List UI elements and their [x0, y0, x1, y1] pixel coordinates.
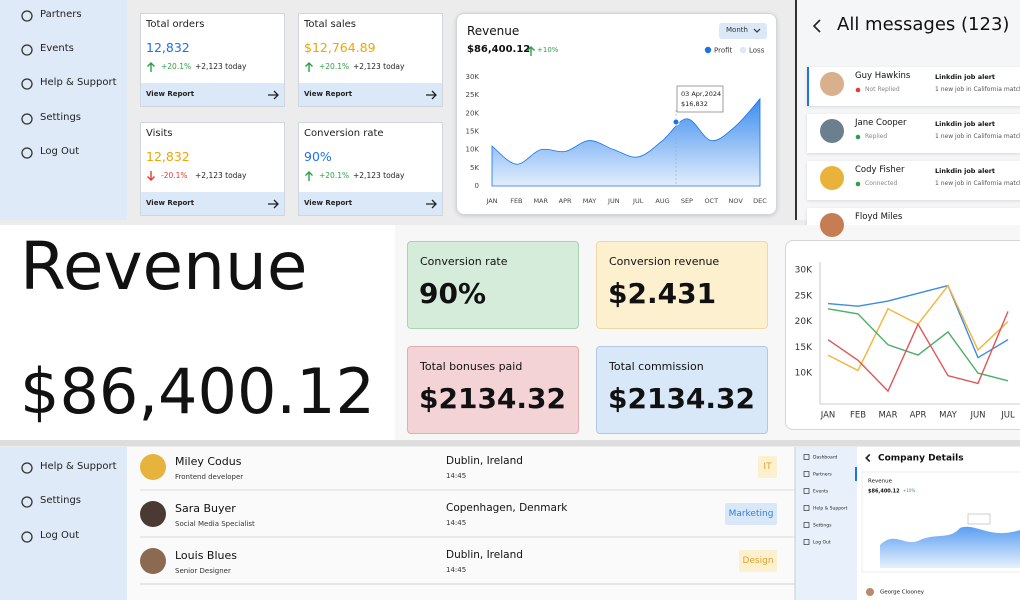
card-value: 12,832: [146, 149, 190, 164]
big-title: Revenue: [20, 228, 308, 305]
card-change: +20.1%: [319, 171, 350, 180]
kpi-title: Total bonuses paid: [420, 360, 523, 373]
sender-name: Floyd Miles: [855, 212, 903, 222]
sidebar-item: Settings: [40, 112, 82, 123]
card-change: +20.1%: [161, 62, 192, 71]
card-footer: [299, 192, 442, 215]
card-title: Visits: [146, 128, 173, 139]
sidebar: [0, 447, 127, 600]
card-today: +2,123 today: [195, 62, 247, 71]
card-change: +20.1%: [319, 62, 350, 71]
kpi-title: Total commission: [609, 360, 704, 373]
sidebar-item: Log Out: [40, 530, 80, 541]
team-table: [127, 447, 795, 600]
card-title: Conversion rate: [304, 128, 384, 139]
card-link[interactable]: View Report: [304, 90, 353, 98]
sender-name: Cody Fisher: [855, 165, 905, 175]
person-name: Miley Codus: [175, 455, 242, 468]
sender-name: Guy Hawkins: [855, 71, 911, 81]
card-footer: [141, 83, 284, 106]
subject: Linkdin job alert: [935, 120, 996, 128]
card-value: 90%: [304, 149, 332, 164]
person-name: Sara Buyer: [175, 502, 236, 515]
department-tag: Design: [739, 550, 777, 572]
department-tag: IT: [758, 456, 777, 478]
time: 14:45: [446, 566, 467, 574]
location: Dublin, Ireland: [446, 549, 523, 561]
person-role: Social Media Specialist: [175, 520, 255, 528]
sidebar-item: Settings: [40, 495, 82, 506]
status: Connected: [865, 180, 898, 187]
sidebar-item: Help & Support: [40, 461, 117, 472]
location: Dublin, Ireland: [446, 455, 523, 467]
status: Not Replied: [865, 86, 900, 93]
card-link[interactable]: View Report: [146, 199, 195, 207]
card-today: +2,123 today: [353, 171, 405, 180]
sidebar-item: Partners: [40, 9, 82, 20]
sidebar-item: Help & Support: [40, 77, 117, 88]
time: 14:45: [446, 472, 467, 480]
person-role: Frontend developer: [175, 473, 244, 481]
revenue-change: +10%: [537, 46, 559, 54]
card-footer: [141, 192, 284, 215]
line-chart-card: [785, 240, 1020, 430]
kpi-title: Conversion revenue: [609, 255, 720, 268]
big-revenue-panel: [0, 225, 395, 440]
kpi-value: $2134.32: [608, 382, 756, 415]
location: Copenhagen, Denmark: [446, 502, 568, 514]
card-title: Total orders: [146, 19, 205, 30]
person-name: Louis Blues: [175, 549, 237, 562]
sidebar: [0, 0, 127, 220]
kpi-card: [596, 241, 768, 329]
time: 14:45: [446, 519, 467, 527]
period-label: Month: [726, 26, 748, 34]
kpi-value: 90%: [419, 277, 487, 310]
mini-sidebar: [795, 447, 857, 600]
sender-name: Jane Cooper: [855, 118, 907, 128]
sidebar-item: Log Out: [40, 146, 80, 157]
department-tag: Marketing: [725, 503, 777, 525]
kpi-card: [596, 346, 768, 434]
card-title: Total sales: [304, 19, 357, 30]
subject: Linkdin job alert: [935, 167, 996, 175]
person-role: Senior Designer: [175, 567, 231, 575]
card-today: +2,123 today: [353, 62, 405, 71]
status: Replied: [865, 133, 888, 140]
kpi-title: Conversion rate: [420, 255, 508, 268]
kpi-value: $2.431: [608, 277, 717, 310]
sidebar-item: Events: [40, 43, 74, 54]
card-footer: [299, 83, 442, 106]
card-value: $12,764.89: [304, 40, 376, 55]
kpi-card: [407, 241, 579, 329]
card-change: -20.1%: [161, 171, 188, 180]
card-link[interactable]: View Report: [146, 90, 195, 98]
revenue-total: $86,400.12: [467, 44, 531, 55]
card-value: 12,832: [146, 40, 190, 55]
big-value: $86,400.12: [20, 355, 375, 428]
kpi-card: [407, 346, 579, 434]
preview: 1 new job in California match: [935, 180, 1020, 187]
preview: 1 new job in California match: [935, 86, 1020, 93]
preview: 1 new job in California match: [935, 133, 1020, 140]
subject: Linkdin job alert: [935, 73, 996, 81]
messages-title: All messages (123): [837, 14, 1010, 35]
revenue-title: Revenue: [467, 24, 520, 38]
card-link[interactable]: View Report: [304, 199, 353, 207]
kpi-value: $2134.32: [419, 382, 567, 415]
card-today: +2,123 today: [195, 171, 247, 180]
period-dropdown[interactable]: Month: [719, 23, 767, 39]
